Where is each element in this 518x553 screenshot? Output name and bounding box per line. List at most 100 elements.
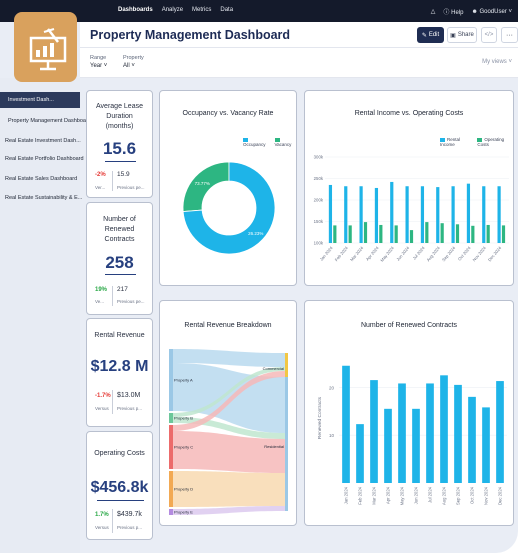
edit-button[interactable]: ✎ Edit xyxy=(417,27,444,43)
bar-rental-income[interactable] xyxy=(374,187,379,243)
chart-title: Rental Revenue Breakdown xyxy=(184,322,272,329)
donut-slice-occupancy[interactable] xyxy=(182,161,276,255)
nav-dashboards[interactable]: Dashboards xyxy=(118,7,153,13)
bar-renewed-contracts[interactable] xyxy=(426,383,434,483)
bar-rental-income[interactable] xyxy=(466,183,471,243)
bar-operating-costs[interactable] xyxy=(348,225,352,243)
bar-operating-costs[interactable] xyxy=(471,225,475,243)
sankey-flow[interactable] xyxy=(173,471,285,507)
chart-title: Occupancy vs. Vacancy Rate xyxy=(182,110,274,117)
bar-rental-income[interactable] xyxy=(390,181,394,243)
bar-rental-income[interactable] xyxy=(497,186,501,243)
kpi-card-rental-revenue[interactable]: Rental Revenue $12.8 M -1.7% $13.0M Vers… xyxy=(86,318,153,427)
filter-range[interactable]: Range Year ˅ xyxy=(90,54,107,70)
bar-rental-income[interactable] xyxy=(328,184,333,243)
sidebar-item-investment-dash[interactable]: Real Estate Investment Dash... xyxy=(5,138,81,144)
renewed-contracts-panel[interactable]: Number of Renewed Contracts 20 10 Renewed … xyxy=(304,300,514,526)
bar-rental-income[interactable] xyxy=(359,186,363,243)
bar-renewed-contracts[interactable] xyxy=(356,424,364,483)
bar-renewed-contracts[interactable] xyxy=(342,365,350,483)
app-logo xyxy=(14,12,77,82)
x-tick-label: Jan 2024 xyxy=(344,486,349,504)
x-tick-label: Mar 2024 xyxy=(349,245,365,262)
sankey-flow[interactable] xyxy=(173,349,285,367)
user-menu[interactable]: ☻ GoodUser ˅ xyxy=(471,9,512,15)
donut-slice-label: 26.23% xyxy=(248,231,263,236)
y-tick-label: 150k xyxy=(314,219,324,224)
donut-slice-label: 73.77% xyxy=(195,181,210,186)
x-tick-label: Nov 2024 xyxy=(472,245,488,262)
income-costs-chart-panel[interactable]: Rental Income vs. Operating Costs Rental… xyxy=(304,90,514,286)
bar-operating-costs[interactable] xyxy=(394,225,398,243)
sankey-node-source[interactable] xyxy=(169,471,173,507)
sidebar-item-property-management[interactable]: Property Management Dashboard xyxy=(8,118,91,124)
bar-renewed-contracts[interactable] xyxy=(370,380,378,483)
bar-operating-costs[interactable] xyxy=(333,225,337,243)
share-button[interactable]: ▣ Share xyxy=(447,27,477,43)
sidebar-item-portfolio[interactable]: Real Estate Portfolio Dashboard xyxy=(5,156,84,162)
revenue-breakdown-panel[interactable]: Rental Revenue Breakdown Property A Prope… xyxy=(159,300,297,526)
sankey-flow[interactable] xyxy=(173,367,285,417)
bar-renewed-contracts[interactable] xyxy=(398,383,406,483)
filter-property[interactable]: Property All ˅ xyxy=(123,54,144,70)
bar-rental-income[interactable] xyxy=(451,186,455,243)
sankey-node-commercial[interactable] xyxy=(285,353,288,377)
y-tick-label: 20 xyxy=(329,385,335,390)
bar-renewed-contracts[interactable] xyxy=(412,408,420,483)
x-tick-label: Feb 2024 xyxy=(358,486,363,504)
bar-renewed-contracts[interactable] xyxy=(440,375,448,483)
embed-code-button[interactable]: </> xyxy=(481,27,497,43)
donut-chart: 73.77% 26.23% xyxy=(182,161,276,255)
kpi-card-lease-duration[interactable]: Average Lease Duration (months) 15.6 -2%… xyxy=(86,90,153,198)
sankey-node-source[interactable] xyxy=(169,425,173,469)
sankey-node-source[interactable] xyxy=(169,509,173,515)
bar-renewed-contracts[interactable] xyxy=(384,408,392,483)
sankey-node-residential[interactable] xyxy=(285,377,288,511)
bar-rental-income[interactable] xyxy=(405,186,409,243)
my-views-dropdown[interactable]: My views ˅ xyxy=(482,59,512,65)
bar-operating-costs[interactable] xyxy=(379,224,383,243)
chart-legend: Occupancy Vacancy xyxy=(243,137,296,147)
y-tick-label: 10 xyxy=(329,433,335,438)
kpi-card-renewed-contracts[interactable]: Number of Renewed Contracts 258 19% 217 … xyxy=(86,202,153,315)
bar-rental-income[interactable] xyxy=(482,186,486,243)
bar-renewed-contracts[interactable] xyxy=(468,396,476,483)
bar-operating-costs[interactable] xyxy=(455,224,460,243)
bar-renewed-contracts[interactable] xyxy=(482,407,490,483)
bar-renewed-contracts[interactable] xyxy=(496,381,504,483)
sankey-node-source[interactable] xyxy=(169,349,173,411)
bar-operating-costs[interactable] xyxy=(363,222,368,243)
x-tick-label: Apr 2024 xyxy=(386,486,391,504)
occupancy-chart-panel[interactable]: Occupancy vs. Vacancy Rate Occupancy Vac… xyxy=(159,90,297,286)
sankey-flow[interactable] xyxy=(173,431,285,473)
sankey-flow[interactable] xyxy=(173,506,285,515)
nav-metrics[interactable]: Metrics xyxy=(192,7,212,13)
bar-renewed-contracts[interactable] xyxy=(454,384,462,483)
nav-analyze[interactable]: Analyze xyxy=(161,7,184,13)
sankey-flow[interactable] xyxy=(173,371,285,431)
more-options-button[interactable]: ··· xyxy=(501,27,518,43)
sankey-node-source[interactable] xyxy=(169,413,173,423)
x-tick-label: Dec 2024 xyxy=(487,245,503,262)
bar-operating-costs[interactable] xyxy=(501,225,506,243)
donut-slice-vacancy[interactable] xyxy=(182,161,230,212)
user-icon: ☻ xyxy=(471,8,478,15)
bar-operating-costs[interactable] xyxy=(409,230,414,243)
bar-rental-income[interactable] xyxy=(436,187,440,243)
x-tick-label: May 2024 xyxy=(400,486,405,505)
bar-operating-costs[interactable] xyxy=(425,222,429,243)
bar-operating-costs[interactable] xyxy=(440,223,444,243)
nav-data[interactable]: Data xyxy=(220,7,234,13)
sidebar-item-sales[interactable]: Real Estate Sales Dashboard xyxy=(5,176,78,182)
kpi-card-operating-costs[interactable]: Operating Costs $456.8k 1.7% $439.7k Ver… xyxy=(86,431,153,540)
help-link[interactable]: ⓘ Help xyxy=(443,7,463,16)
bar-rental-income[interactable] xyxy=(420,186,425,243)
sidebar-item-sustainability[interactable]: Real Estate Sustainability & E... xyxy=(5,195,83,201)
bar-rental-income[interactable] xyxy=(344,186,348,243)
bell-icon[interactable]: △ xyxy=(430,9,436,15)
sidebar-item-investment[interactable]: Investment Dash... xyxy=(8,97,54,103)
bar-chart: 20 10 Renewed Contracts Jan 2024 Feb 2024 Mar… xyxy=(317,365,507,505)
share-label: Share xyxy=(457,32,474,38)
bar-operating-costs[interactable] xyxy=(486,224,490,243)
